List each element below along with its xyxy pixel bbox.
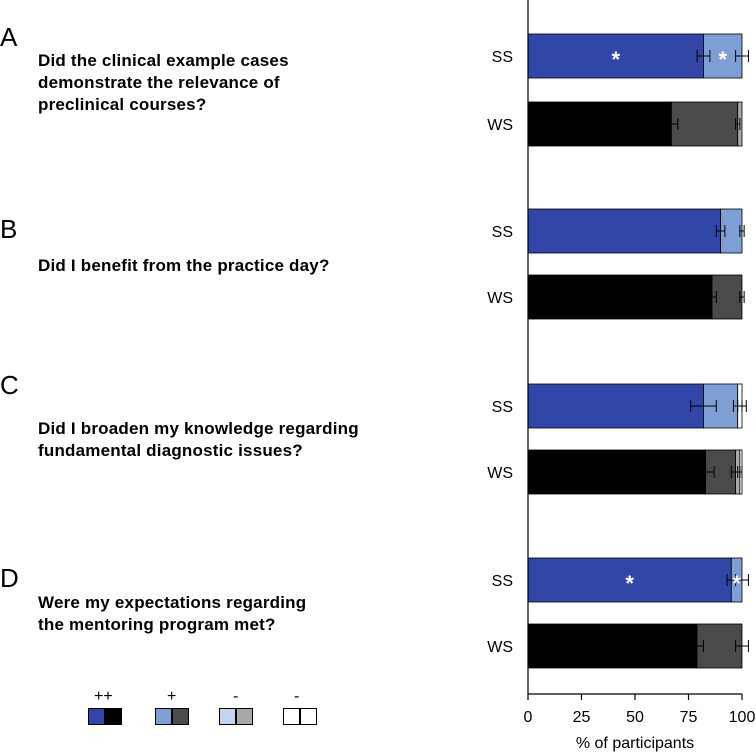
legend-swatch-ws	[105, 708, 122, 725]
legend-symbol: -	[233, 688, 239, 705]
legend-swatch-ss	[155, 708, 172, 725]
bar-segment	[527, 449, 707, 495]
bar-segment	[527, 383, 704, 429]
row-label: SS	[492, 49, 513, 66]
legend-symbol: +	[167, 688, 177, 705]
legend-swatch-ws	[172, 708, 189, 725]
bar-segment	[527, 274, 713, 320]
question-b: Did I benefit from the practice day?	[38, 256, 330, 275]
legend-swatch-ss	[219, 708, 236, 725]
row-label: WS	[487, 639, 513, 656]
legend-swatch-ss	[88, 708, 105, 725]
panel-letter-b: B	[0, 214, 18, 244]
significance-marker: *	[718, 47, 727, 72]
row-label: SS	[492, 399, 513, 416]
legend-swatch-ws	[236, 708, 253, 725]
bar-segment	[527, 623, 698, 669]
row-label: WS	[487, 290, 513, 307]
bar-segment	[527, 208, 722, 254]
row-label: SS	[492, 224, 513, 241]
legend-symbol: ++	[94, 688, 113, 705]
question-c: Did I broaden my knowledge regarding fun…	[38, 419, 359, 460]
x-axis-label: % of participants	[576, 735, 694, 752]
row-label: SS	[492, 573, 513, 590]
significance-marker: *	[732, 571, 741, 596]
bar-segment	[670, 101, 739, 147]
panel-letter-d: D	[0, 563, 19, 593]
legend-swatch-ws	[300, 708, 317, 725]
question-d: Were my expectations regarding the mento…	[38, 593, 307, 634]
x-tick-label: 100	[729, 709, 756, 726]
bar-segment	[527, 33, 704, 79]
row-label: WS	[487, 465, 513, 482]
x-tick-label: 0	[524, 709, 533, 726]
row-label: WS	[487, 117, 513, 134]
bar-segment	[527, 557, 732, 603]
bar-segment	[711, 274, 743, 320]
question-a: Did the clinical example cases demonstra…	[38, 51, 289, 114]
x-tick-label: 75	[680, 709, 698, 726]
x-tick-label: 25	[573, 709, 591, 726]
x-tick-label: 50	[626, 709, 644, 726]
panel-letter-c: C	[0, 370, 19, 400]
significance-marker: *	[625, 571, 634, 596]
significance-marker: *	[611, 47, 620, 72]
bar-segment	[527, 101, 672, 147]
legend-swatch-ss	[283, 708, 300, 725]
panel-letter-a: A	[0, 22, 18, 52]
